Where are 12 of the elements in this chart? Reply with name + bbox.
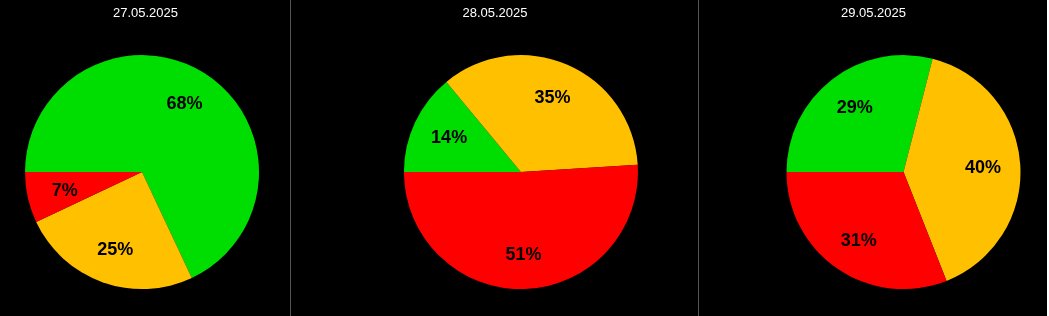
chart-title: 29.05.2025 [840,4,907,20]
data-label: 40% [964,156,1001,177]
data-label: 29% [836,97,873,118]
chart-title: 28.05.2025 [462,4,528,20]
data-label: 68% [166,92,203,113]
chart-title: 27.05.2025 [112,4,179,20]
data-label: 25% [97,239,134,260]
data-label: 51% [505,244,542,265]
data-label: 14% [431,127,468,148]
data-label: 31% [840,229,877,250]
data-label: 35% [534,86,571,107]
data-label: 7% [51,180,78,200]
